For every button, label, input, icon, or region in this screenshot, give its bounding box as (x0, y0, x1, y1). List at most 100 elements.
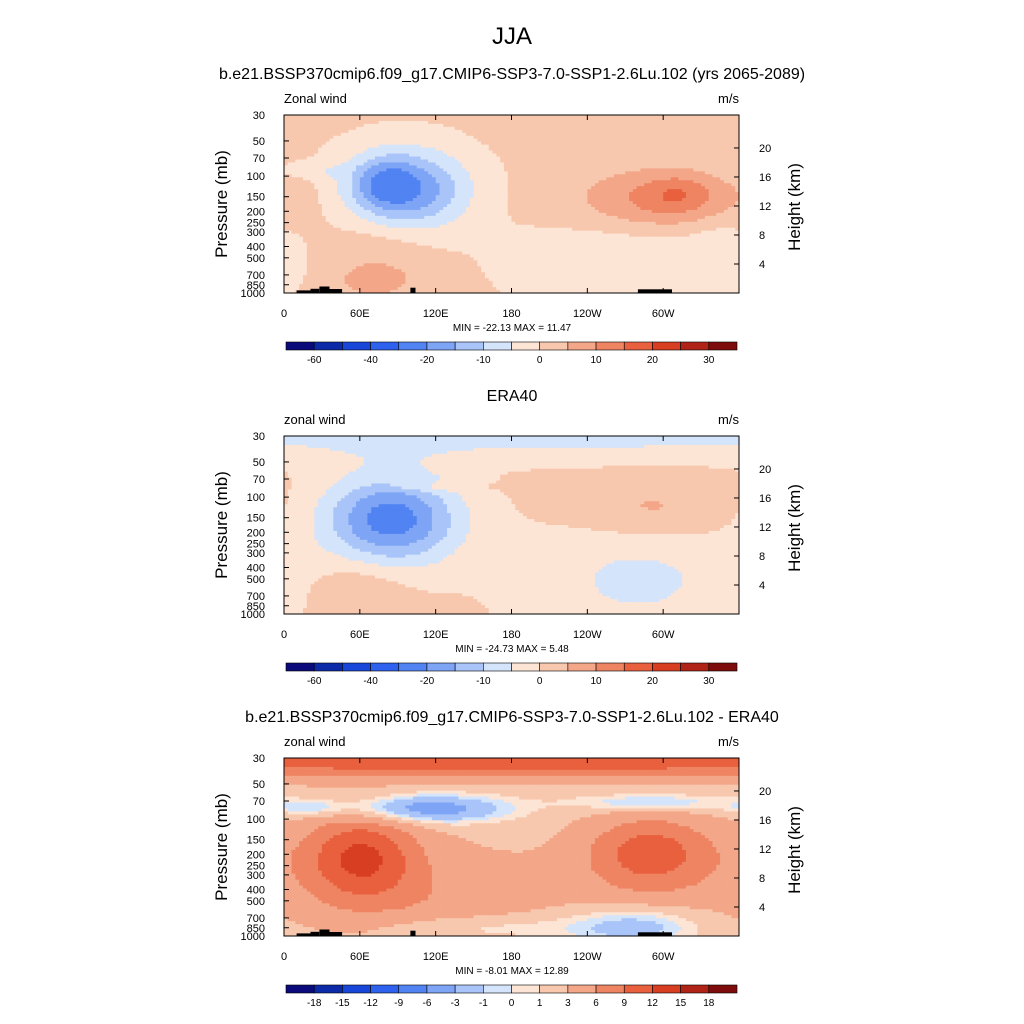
field-cell (629, 189, 634, 193)
field-cell (291, 153, 296, 158)
field-cell (655, 201, 660, 205)
field-cell (314, 218, 319, 223)
field-cell (310, 227, 315, 232)
field-cell (359, 156, 365, 161)
field-cell (299, 198, 304, 202)
field-cell (682, 115, 687, 119)
field-cell (613, 174, 619, 178)
field-cell (340, 209, 346, 214)
field-cell (731, 215, 736, 220)
field-cell (382, 218, 387, 223)
field-cell (723, 141, 729, 146)
field-cell (299, 123, 304, 128)
field-cell (367, 135, 372, 140)
field-cell (466, 192, 471, 196)
field-cell (284, 144, 289, 149)
field-cell (291, 206, 296, 211)
field-cell (708, 224, 714, 229)
field-cell (560, 230, 566, 235)
field-cell (610, 198, 615, 202)
field-cell (314, 201, 319, 205)
field-cell (557, 115, 562, 119)
field-cell (716, 224, 721, 229)
field-cell (712, 183, 717, 187)
field-cell (663, 180, 668, 184)
field-cell (636, 198, 642, 202)
field-cell (598, 215, 604, 220)
field-cell (458, 135, 463, 140)
field-cell (670, 204, 676, 208)
field-cell (708, 180, 714, 184)
field-cell (625, 141, 630, 146)
field-cell (484, 174, 490, 178)
field-cell (496, 206, 501, 211)
field-cell (454, 180, 460, 184)
field-cell (420, 129, 425, 134)
field-cell (659, 115, 664, 119)
field-cell (666, 153, 672, 158)
field-cell (492, 147, 497, 152)
field-cell (352, 227, 357, 232)
field-cell (572, 171, 577, 175)
field-cell (496, 218, 501, 223)
field-cell (701, 230, 706, 235)
field-cell (287, 224, 293, 229)
field-cell (412, 126, 418, 131)
field-cell (606, 230, 611, 235)
field-cell (720, 115, 725, 119)
field-cell (674, 162, 679, 167)
field-cell (356, 144, 361, 149)
field-cell (553, 218, 558, 223)
field-cell (329, 192, 334, 196)
field-cell (439, 144, 444, 149)
field-cell (375, 233, 380, 238)
field-cell (511, 212, 516, 217)
field-cell (613, 233, 619, 238)
field-cell (352, 212, 357, 217)
field-cell (598, 177, 604, 181)
field-cell (549, 192, 554, 196)
field-cell (401, 177, 406, 181)
field-cell (579, 233, 585, 238)
field-cell (723, 129, 729, 134)
field-cell (424, 165, 429, 169)
field-cell (371, 115, 376, 119)
field-cell (367, 201, 372, 205)
field-cell (610, 201, 615, 205)
field-cell (435, 115, 441, 119)
field-cell (685, 115, 691, 119)
field-cell (469, 224, 475, 229)
field-cell (515, 126, 520, 131)
field-cell (663, 186, 668, 190)
field-cell (469, 168, 475, 172)
field-cell (568, 189, 573, 193)
field-cell (378, 159, 384, 164)
field-cell (572, 192, 577, 196)
field-cell (477, 159, 482, 164)
field-cell (382, 192, 387, 196)
field-cell (481, 126, 486, 131)
field-cell (352, 218, 357, 223)
field-cell (575, 209, 581, 214)
field-cell (720, 171, 725, 175)
field-cell (564, 206, 569, 211)
field-cell (477, 120, 482, 125)
field-cell (466, 168, 471, 172)
field-cell (564, 230, 569, 235)
field-cell (507, 147, 513, 152)
field-cell (367, 204, 372, 208)
field-cell (428, 212, 433, 217)
field-cell (507, 123, 513, 128)
field-cell (663, 192, 668, 196)
field-cell (344, 144, 350, 149)
field-cell (655, 215, 660, 220)
field-cell (393, 171, 399, 175)
field-cell (397, 177, 403, 181)
field-cell (484, 212, 490, 217)
field-cell (382, 141, 387, 146)
field-cell (526, 221, 532, 226)
field-cell (284, 215, 289, 220)
field-cell (515, 129, 520, 134)
field-cell (484, 224, 490, 229)
